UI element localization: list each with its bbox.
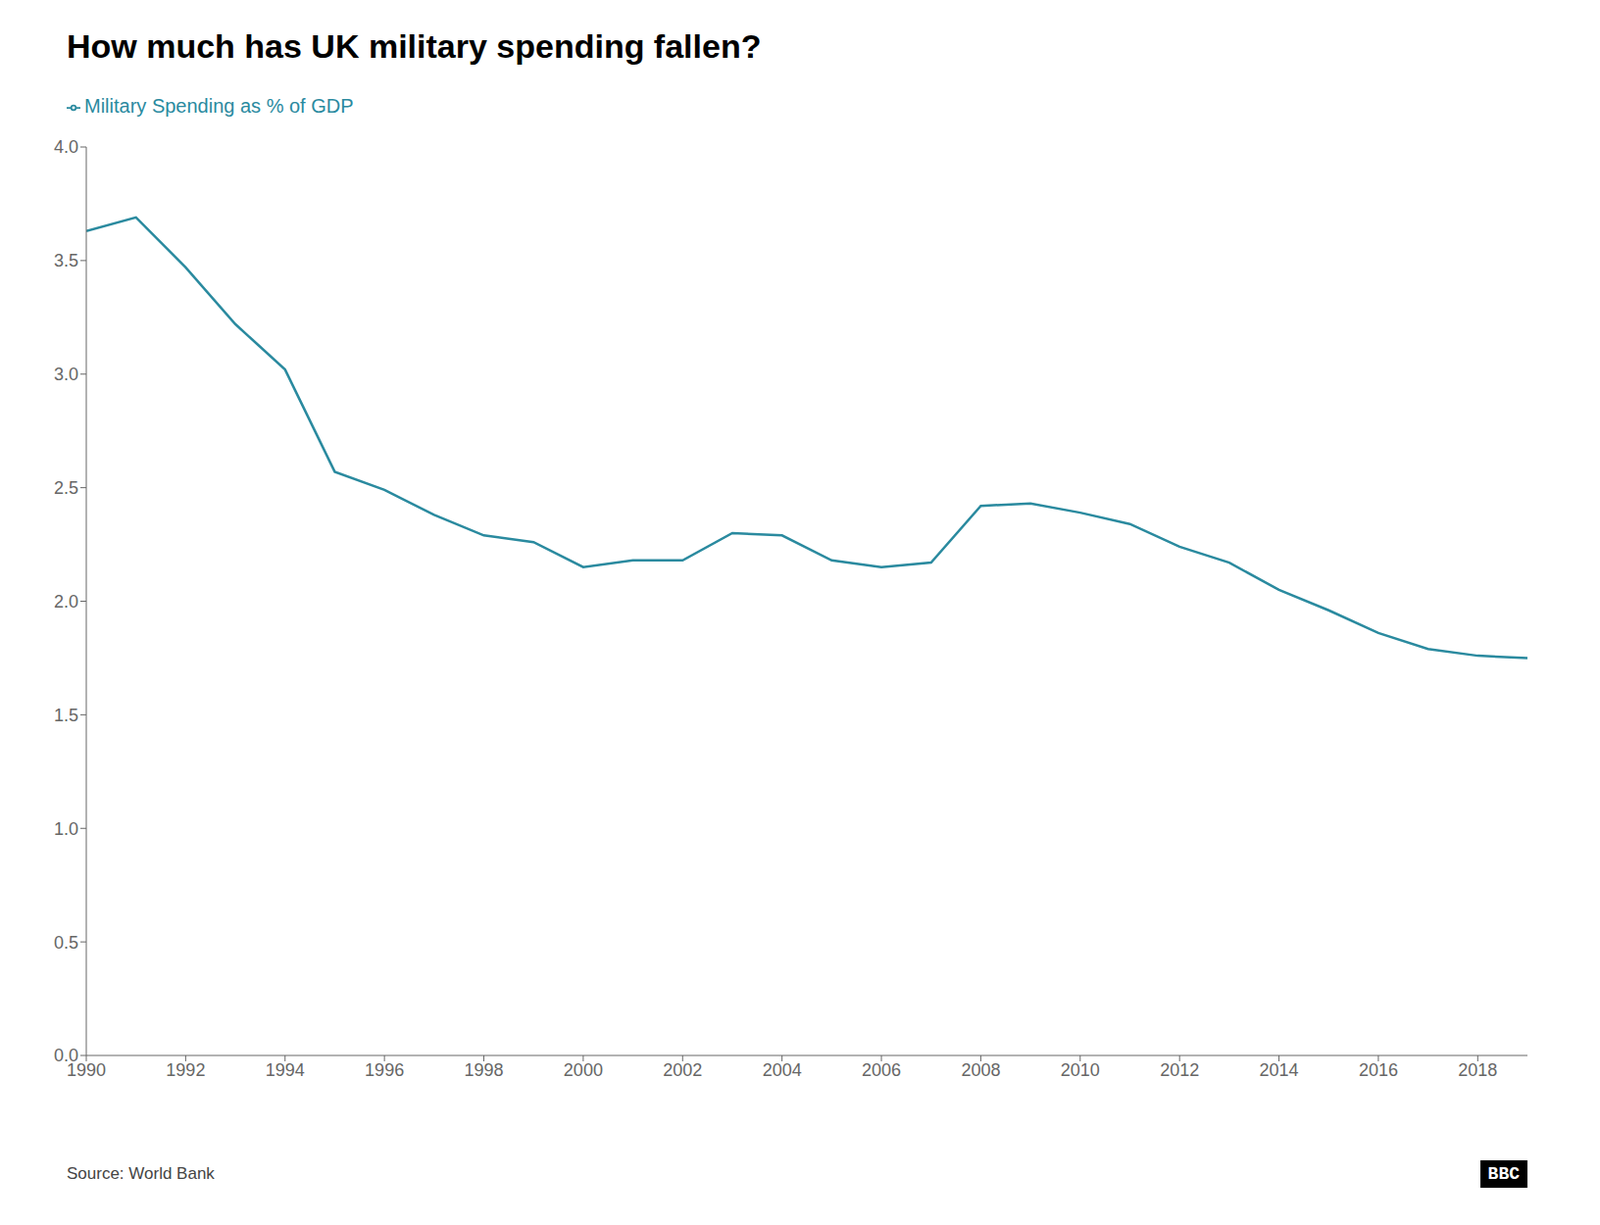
html-text:How much has UK military spend: How much has UK military spending fallen… [66,27,762,65]
svg-text:1992: 1992 [165,1060,205,1081]
svg-text:2002: 2002 [662,1060,702,1081]
svg-text:3.5: 3.5 [53,250,79,271]
svg-text:1998: 1998 [463,1060,503,1081]
html-text:BBC: BBC [1487,1164,1520,1185]
html-text:Source: World Bank: Source: World Bank [66,1164,215,1184]
svg-text:3.0: 3.0 [53,364,79,385]
svg-text:2008: 2008 [960,1060,1000,1081]
svg-text:2.5: 2.5 [53,478,79,499]
svg-text:2016: 2016 [1358,1060,1399,1081]
svg-text:2018: 2018 [1457,1060,1498,1081]
svg-text:2014: 2014 [1259,1060,1300,1081]
svg-text:2.0: 2.0 [53,592,79,612]
svg-text:1996: 1996 [364,1060,404,1081]
svg-text:2000: 2000 [563,1060,603,1081]
svg-text:2012: 2012 [1159,1060,1200,1081]
svg-text:2010: 2010 [1060,1060,1100,1081]
svg-text:0.5: 0.5 [53,933,79,953]
svg-text:4.0: 4.0 [53,137,79,157]
svg-text:1990: 1990 [66,1060,106,1081]
html-text:Military Spending as % of GDP: Military Spending as % of GDP [84,95,354,117]
svg-text:1994: 1994 [265,1060,305,1081]
svg-text:2004: 2004 [762,1060,802,1081]
svg-text:0.0: 0.0 [53,1046,79,1066]
svg-text:1.5: 1.5 [53,705,79,726]
svg-text:1.0: 1.0 [53,819,79,840]
svg-text:2006: 2006 [861,1060,901,1081]
